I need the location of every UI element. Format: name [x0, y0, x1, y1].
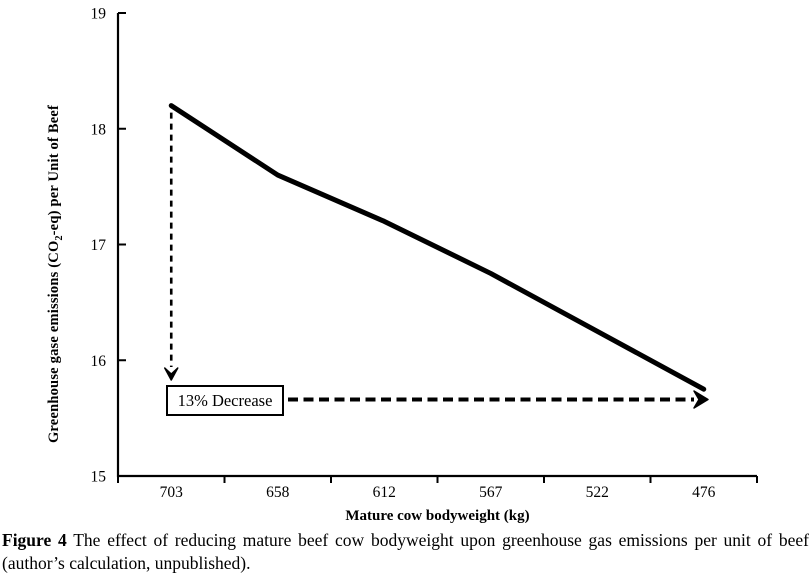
figure-caption-text: The effect of reducing mature beef cow b… [2, 530, 809, 573]
decrease-annotation-box: 13% Decrease [166, 385, 284, 416]
x-axis-tick-label: 476 [692, 484, 716, 501]
y-axis-tick-label: 18 [91, 121, 107, 138]
y-axis-title-post: -eq) per Unit of Beef [46, 104, 62, 236]
data-series-line [168, 103, 707, 392]
y-axis-tick-label: 15 [91, 469, 107, 486]
figure-caption-label: Figure 4 [2, 530, 67, 550]
x-axis-tick-label: 522 [586, 484, 609, 501]
y-axis-tick-label: 16 [91, 353, 107, 370]
x-axis-tick-label: 703 [160, 484, 184, 501]
plot-area: 19 18 17 16 15 703 658 612 567 522 476 [91, 6, 758, 501]
figure-caption: Figure 4 The effect of reducing mature b… [0, 529, 811, 575]
y-axis-title-pre: Greenhouse gase emissions (CO [46, 240, 62, 444]
y-axis-tick-label: 17 [91, 237, 107, 254]
decrease-annotation-label: 13% Decrease [177, 390, 273, 410]
x-axis-tick-label: 658 [266, 484, 290, 501]
emissions-line-chart: 19 18 17 16 15 703 658 612 567 522 476 Greenhouse … [46, 6, 758, 524]
y-axis-title: Greenhouse gase emissions (CO2-eq) per U… [46, 42, 68, 506]
x-axis-tick-label: 567 [479, 484, 503, 501]
y-axis-title-sub: 2 [53, 235, 65, 241]
y-axis-tick-label: 19 [91, 6, 107, 23]
x-axis-title: Mature cow bodyweight (kg) [345, 508, 530, 524]
x-axis-tick-label: 612 [373, 484, 396, 501]
decrease-arrow-down-head [164, 367, 179, 381]
decrease-arrow-right-head [693, 390, 709, 409]
